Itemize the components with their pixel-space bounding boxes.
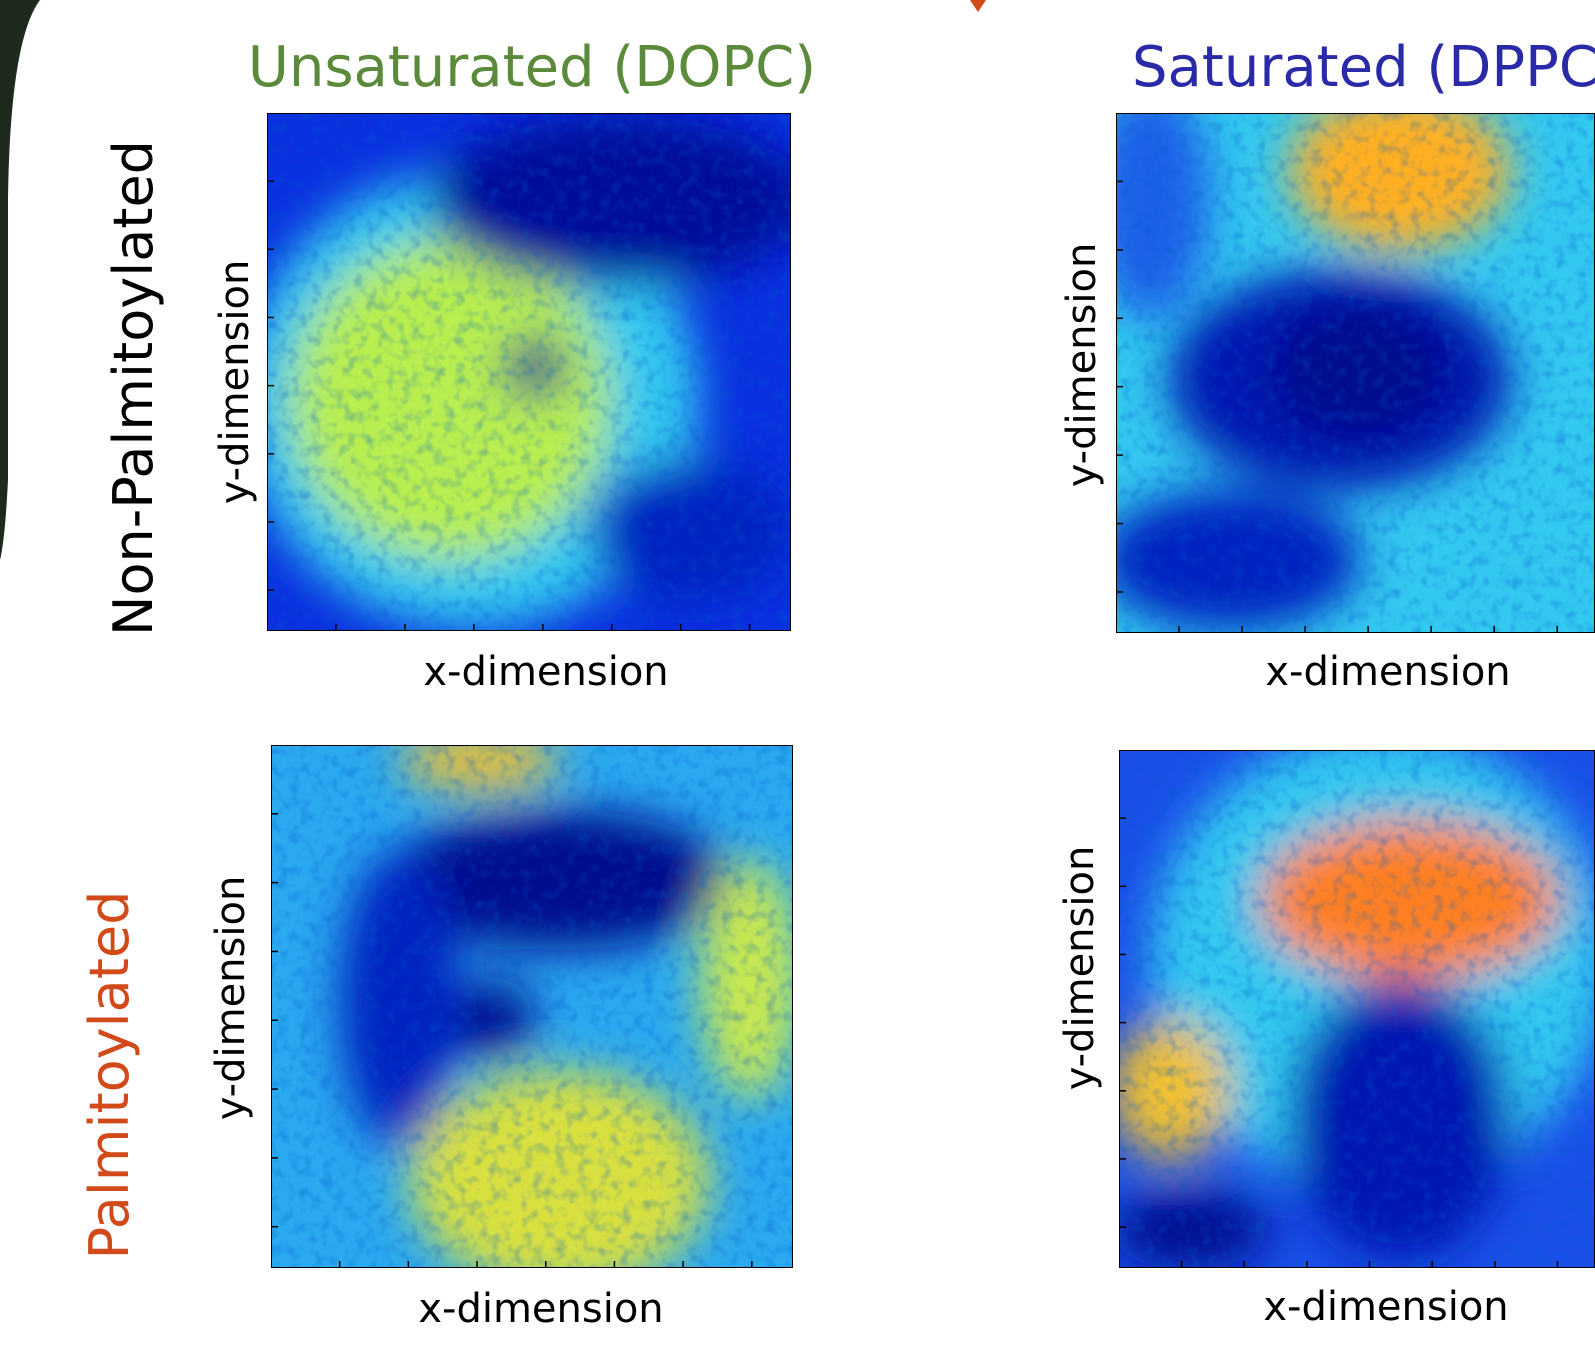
x-axis-label: x-dimension bbox=[1263, 1284, 1508, 1330]
heatmap bbox=[271, 745, 793, 1268]
row-label: Non-Palmitoylated bbox=[102, 140, 165, 636]
x-axis-label: x-dimension bbox=[423, 649, 668, 695]
column-title: Unsaturated (DOPC) bbox=[248, 35, 816, 100]
row-label: Palmitoylated bbox=[78, 891, 141, 1260]
y-axis-label: y-dimension bbox=[212, 260, 258, 505]
heatmap bbox=[1116, 113, 1595, 633]
y-axis-label: y-dimension bbox=[208, 876, 254, 1121]
y-axis-label: y-dimension bbox=[1057, 846, 1103, 1091]
heatmap bbox=[1119, 750, 1595, 1268]
column-title: Saturated (DPPC) bbox=[1132, 35, 1595, 100]
title-fragment bbox=[970, 0, 986, 12]
slide-border bbox=[0, 0, 40, 560]
x-axis-label: x-dimension bbox=[418, 1286, 663, 1332]
y-axis-label: y-dimension bbox=[1059, 243, 1105, 488]
heatmap bbox=[267, 113, 791, 631]
x-axis-label: x-dimension bbox=[1265, 649, 1510, 695]
